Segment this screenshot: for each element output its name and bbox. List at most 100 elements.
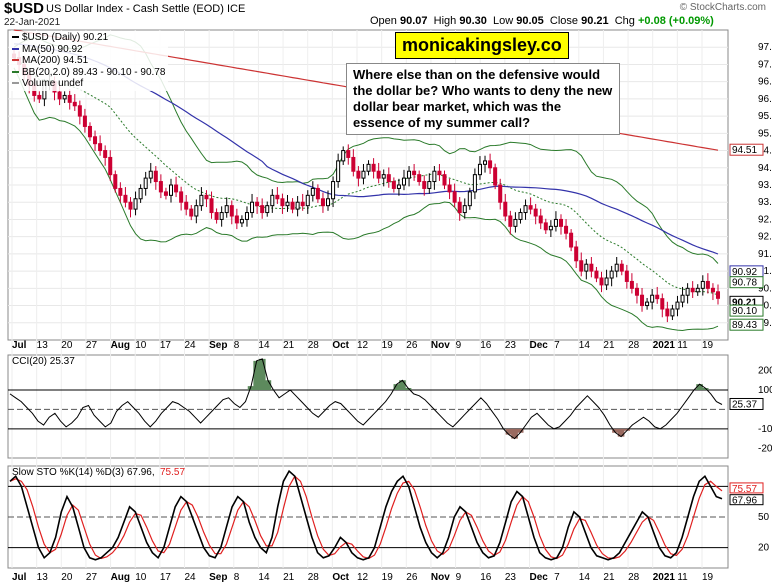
- candle-body: [82, 115, 87, 127]
- legend-main-text: $USD (Daily) 90.21: [22, 32, 109, 43]
- chg-label: Chg: [614, 15, 635, 27]
- price-tag-label: 94.51: [732, 145, 757, 156]
- candle-body: [574, 246, 579, 262]
- candle-body: [467, 191, 472, 207]
- candle-body: [158, 181, 163, 193]
- legend-bb-swatch: [12, 70, 19, 73]
- price-ytick-label: 96.5: [758, 77, 772, 88]
- legend-bb: BB(20,2.0) 89.43 - 90.10 - 90.78: [12, 67, 165, 79]
- candle-body: [447, 184, 452, 193]
- candle-body: [584, 263, 589, 272]
- candle-body: [265, 205, 270, 214]
- close-value: 90.21: [581, 15, 609, 27]
- candle-body: [229, 205, 234, 217]
- candle-body: [300, 201, 305, 207]
- price-tag-label: 90.10: [732, 306, 757, 317]
- cci-last-box: [729, 397, 764, 410]
- bottom-xtick-label: 12: [357, 572, 369, 583]
- price-ytick-label: 95.5: [758, 111, 772, 122]
- bottom-xtick-label: Nov: [431, 572, 450, 583]
- candle-body: [128, 201, 133, 210]
- sto-ytick-label: 50: [758, 512, 770, 523]
- candle-body: [290, 201, 295, 210]
- price-xtick-label: 9: [456, 340, 462, 351]
- candle-body: [412, 170, 417, 176]
- candle-body: [432, 170, 437, 183]
- candle-body: [295, 201, 300, 210]
- cci-ytick-label: 100: [758, 385, 772, 396]
- price-ytick-label: 94.0: [758, 163, 772, 174]
- candle-body: [391, 181, 396, 189]
- sto-title-d-label: 75.57: [160, 467, 185, 478]
- candle-body: [488, 160, 493, 169]
- candle-body: [356, 170, 361, 179]
- bb-mid-line: [13, 57, 719, 296]
- watermark: monicakingsley.co: [395, 32, 569, 59]
- candle-body: [624, 270, 629, 282]
- candle-body: [239, 218, 244, 224]
- candle-body: [199, 194, 204, 207]
- candle-body: [523, 205, 528, 214]
- price-xtick-label: Sep: [209, 340, 227, 351]
- price-xtick-label: 14: [258, 340, 270, 351]
- bottom-xtick-label: Sep: [209, 572, 227, 583]
- candle-body: [614, 263, 619, 272]
- candle-body: [538, 215, 543, 224]
- legend-ma200-text: MA(200) 94.51: [22, 55, 89, 66]
- price-tag-box: [729, 318, 764, 331]
- bottom-xtick-label: 14: [258, 572, 270, 583]
- bottom-xtick-label: 2021: [653, 572, 676, 583]
- cci-last-label: 25.37: [732, 399, 757, 410]
- candle-body: [609, 270, 614, 279]
- sto-k-box: [729, 494, 764, 506]
- price-ytick-label: 92.5: [758, 214, 772, 225]
- cci-panel-frame: [7, 354, 729, 459]
- bottom-xtick-label: 16: [480, 572, 492, 583]
- candle-body: [518, 212, 523, 220]
- candle-body: [427, 181, 432, 189]
- high-value: 90.30: [459, 15, 487, 27]
- price-xtick-label: Dec: [530, 340, 549, 351]
- candle-body: [493, 167, 498, 186]
- bottom-xtick-label: 10: [135, 572, 147, 583]
- candle-body: [108, 156, 113, 176]
- price-tag-label: 90.92: [732, 267, 757, 278]
- price-xtick-label: 19: [702, 340, 714, 351]
- candle-body: [113, 174, 118, 189]
- candle-body: [498, 184, 503, 203]
- bottom-xtick-label: 14: [579, 572, 591, 583]
- candle-body: [168, 184, 174, 196]
- candle-body: [280, 198, 285, 207]
- bottom-xtick-label: 28: [628, 572, 640, 583]
- candle-body: [37, 94, 42, 100]
- price-ytick-label: 96.0: [758, 94, 772, 105]
- candle-body: [219, 212, 224, 220]
- price-tag-label: 90.21: [732, 297, 757, 308]
- candle-body: [569, 232, 574, 248]
- bottom-xtick-label: 11: [677, 572, 688, 583]
- price-ytick-label: 93.5: [758, 180, 772, 191]
- candle-body: [655, 294, 660, 300]
- candle-body: [123, 194, 128, 203]
- legend-bb-text: BB(20,2.0) 89.43 - 90.10 - 90.78: [22, 66, 166, 78]
- brand-link[interactable]: © StockCharts.com: [679, 2, 766, 13]
- price-xtick-label: Oct: [332, 340, 349, 351]
- candle-body: [670, 308, 675, 317]
- legend-volume-text: Volume undef: [22, 78, 84, 89]
- candle-body: [189, 208, 194, 217]
- cci-overbought-fill: [247, 358, 709, 390]
- price-tag-box: [729, 276, 764, 289]
- candle-body: [579, 260, 584, 272]
- price-xtick-label: 24: [185, 340, 197, 351]
- candle-body: [244, 212, 249, 220]
- cci-title-label: CCI(20) 25.37: [12, 356, 75, 367]
- candle-body: [640, 294, 645, 307]
- candle-body: [594, 270, 599, 279]
- candle-body: [629, 280, 634, 289]
- sto-k-last-label: 67.96: [732, 496, 757, 507]
- sto-k-line: [9, 469, 723, 561]
- candle-body: [174, 184, 179, 193]
- price-tag-box: [729, 304, 764, 317]
- candle-body: [224, 205, 229, 214]
- price-ytick-label: 93.0: [758, 197, 772, 208]
